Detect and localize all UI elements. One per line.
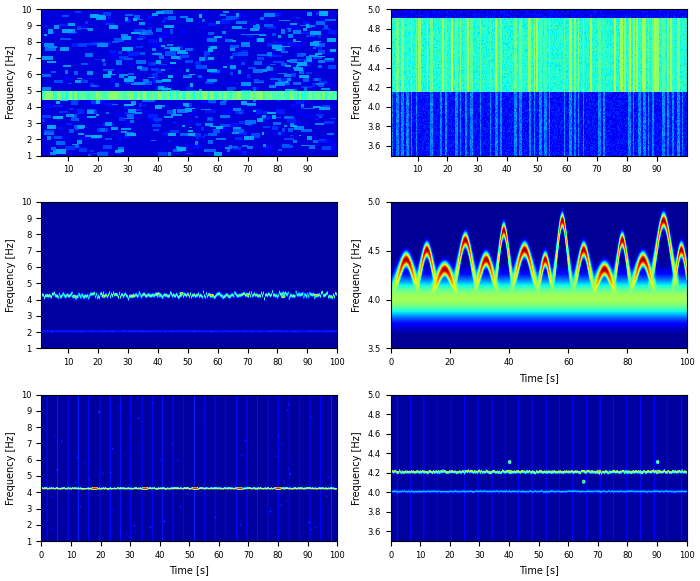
Y-axis label: Frequency [Hz]: Frequency [Hz] <box>352 238 362 312</box>
Y-axis label: Frequency [Hz]: Frequency [Hz] <box>6 431 15 505</box>
X-axis label: Time [s]: Time [s] <box>169 565 209 575</box>
Y-axis label: Frequency [Hz]: Frequency [Hz] <box>352 45 362 119</box>
X-axis label: Time [s]: Time [s] <box>519 565 559 575</box>
X-axis label: Time [s]: Time [s] <box>519 372 559 383</box>
Y-axis label: Frequency [Hz]: Frequency [Hz] <box>6 45 15 119</box>
Y-axis label: Frequency [Hz]: Frequency [Hz] <box>6 238 15 312</box>
Y-axis label: Frequency [Hz]: Frequency [Hz] <box>352 431 362 505</box>
